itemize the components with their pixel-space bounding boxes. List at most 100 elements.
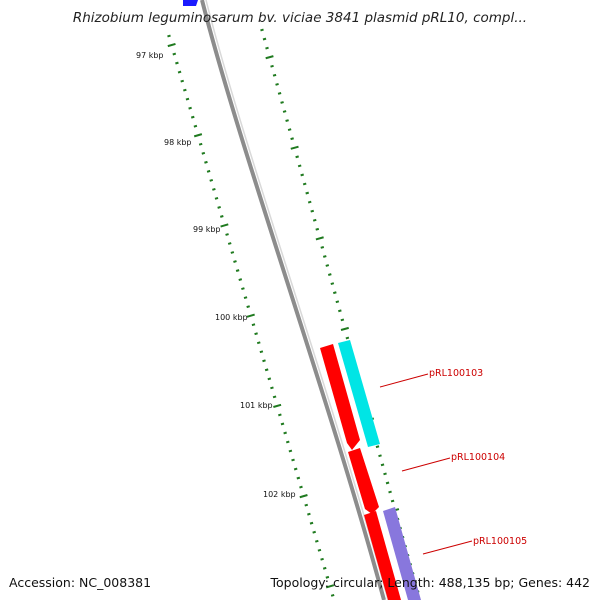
inner-track-major-tick <box>246 313 255 318</box>
outer-track-minor-tick <box>297 164 302 168</box>
inner-track-minor-tick <box>209 178 214 182</box>
inner-track-minor-tick <box>204 160 208 164</box>
leader-line-pRL100105 <box>422 540 473 555</box>
outer-track-minor-tick <box>272 73 277 77</box>
outer-track-minor-tick <box>385 481 390 485</box>
inner-track-minor-tick <box>212 187 216 191</box>
inner-track-major-tick <box>167 42 176 48</box>
gene-pRL100105[interactable] <box>383 507 421 600</box>
inner-track-minor-tick <box>243 296 248 300</box>
outer-track-minor-tick <box>262 37 267 41</box>
leader-line-pRL100104 <box>401 457 451 472</box>
inner-track-minor-tick <box>267 377 272 381</box>
inner-track-minor-tick <box>172 52 177 56</box>
inner-track-minor-tick <box>325 575 330 579</box>
gene-label-leaders <box>379 373 473 555</box>
outer-track-minor-tick <box>285 119 289 122</box>
inner-track-minor-tick <box>251 323 256 327</box>
kbp-label-99: 99 kbp <box>193 225 221 234</box>
inner-track-major-tick <box>273 403 282 408</box>
inner-track-minor-tick <box>314 539 319 543</box>
outer-track-minor-tick <box>345 336 350 340</box>
inner-track-minor-tick <box>291 458 295 462</box>
outer-track-minor-tick <box>290 137 294 141</box>
inner-track-minor-tick <box>225 233 229 236</box>
inner-track-minor-tick <box>219 215 224 218</box>
inner-track-minor-tick <box>312 530 316 534</box>
gene-label-pRL100104[interactable]: pRL100104 <box>451 452 505 463</box>
inner-track-minor-tick <box>238 278 243 281</box>
outer-track-minor-tick <box>315 227 320 231</box>
outer-track-minor-tick <box>307 200 312 204</box>
inner-track-minor-tick <box>262 359 266 363</box>
outer-track-minor-tick <box>277 92 282 95</box>
outer-track-minor-tick <box>338 309 342 313</box>
kbp-label-101: 101 kbp <box>240 401 273 410</box>
page-title: Rhizobium leguminosarum bv. viciae 3841 … <box>72 10 528 26</box>
inner-track-minor-tick <box>214 196 219 200</box>
outer-track-minor-tick <box>282 110 287 113</box>
inner-track-minor-tick <box>183 88 187 92</box>
outer-track-minor-tick <box>270 64 274 68</box>
inner-track-minor-tick <box>270 386 274 390</box>
inner-track-major-tick <box>325 584 335 589</box>
outer-track-minor-tick <box>333 291 337 295</box>
inner-track-minor-tick <box>235 269 240 272</box>
gene-pRL100103[interactable] <box>338 340 380 447</box>
inner-track-minor-tick <box>201 151 206 155</box>
inner-track-minor-tick <box>256 341 261 345</box>
outer-track-minor-tick <box>275 82 279 86</box>
inner-track-minor-tick <box>280 422 285 426</box>
inner-track-minor-tick <box>246 305 250 309</box>
outer-track-major-tick <box>290 145 299 150</box>
kbp-label-100: 100 kbp <box>215 313 248 322</box>
inner-track-minor-tick <box>180 79 185 83</box>
gene-label-pRL100103[interactable]: pRL100103 <box>429 368 483 379</box>
gene-pRL100104[interactable] <box>348 448 379 514</box>
kbp-label-102: 102 kbp <box>263 490 296 499</box>
inner-track-minor-tick <box>283 431 287 435</box>
inner-track-minor-tick <box>304 503 309 507</box>
inner-track-major-tick <box>220 223 229 228</box>
outer-track-minor-tick <box>302 182 307 186</box>
inner-track-minor-tick <box>230 251 235 254</box>
inner-track-minor-tick <box>167 34 171 38</box>
outer-track-minor-tick <box>380 463 385 467</box>
gene-forward-1[interactable] <box>320 344 360 450</box>
outer-track-major-tick <box>265 55 274 60</box>
outer-track-minor-tick <box>322 255 327 258</box>
gene-group <box>320 340 421 600</box>
inner-track-major-tick <box>193 133 203 138</box>
outer-track-minor-tick <box>327 273 332 276</box>
inner-track-minor-tick <box>188 106 192 110</box>
outer-track-minor-tick <box>383 472 387 476</box>
inner-track-minor-tick <box>254 332 258 336</box>
outer-track-minor-tick <box>312 218 317 222</box>
gene-label-pRL100105[interactable]: pRL100105 <box>473 536 527 547</box>
inner-track-minor-tick <box>299 485 303 489</box>
inner-track-minor-tick <box>175 61 179 65</box>
inner-track-minor-tick <box>320 557 324 561</box>
inner-tick-track <box>167 34 335 597</box>
outer-track-minor-tick <box>265 46 269 50</box>
inner-track-minor-tick <box>296 476 301 480</box>
inner-track-minor-tick <box>272 395 277 399</box>
inner-track-minor-tick <box>288 449 293 453</box>
inner-track-minor-tick <box>227 242 232 245</box>
outer-track-minor-tick <box>305 191 310 195</box>
gene-forward-3[interactable] <box>364 511 401 600</box>
inner-track-minor-tick <box>185 97 190 101</box>
prior-gene-segment[interactable] <box>183 0 198 6</box>
outer-track-minor-tick <box>375 445 380 449</box>
outer-track-minor-tick <box>340 318 345 322</box>
inner-track-minor-tick <box>322 566 327 570</box>
inner-track-minor-tick <box>193 124 198 128</box>
outer-track-major-tick <box>340 326 349 331</box>
outer-track-major-tick <box>315 236 324 241</box>
inner-track-minor-tick <box>309 521 314 525</box>
inner-track-minor-tick <box>259 350 264 354</box>
kbp-label-97: 97 kbp <box>136 51 164 60</box>
backbone-line <box>200 0 386 601</box>
